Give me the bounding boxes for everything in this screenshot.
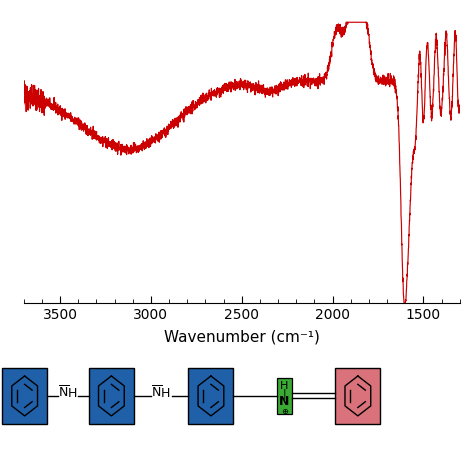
Bar	[336, 368, 381, 424]
Bar	[189, 368, 233, 424]
Bar	[89, 368, 134, 424]
Text: $\overline{\mathrm{N}}$H: $\overline{\mathrm{N}}$H	[58, 385, 78, 401]
Bar	[277, 378, 292, 414]
Text: |: |	[283, 389, 286, 399]
X-axis label: Wavenumber (cm⁻¹): Wavenumber (cm⁻¹)	[164, 329, 319, 344]
Text: H: H	[280, 381, 289, 391]
Text: ⊕: ⊕	[281, 407, 288, 416]
Text: N: N	[279, 395, 290, 409]
Bar	[2, 368, 47, 424]
Text: $\overline{\mathrm{N}}$H: $\overline{\mathrm{N}}$H	[151, 385, 171, 401]
